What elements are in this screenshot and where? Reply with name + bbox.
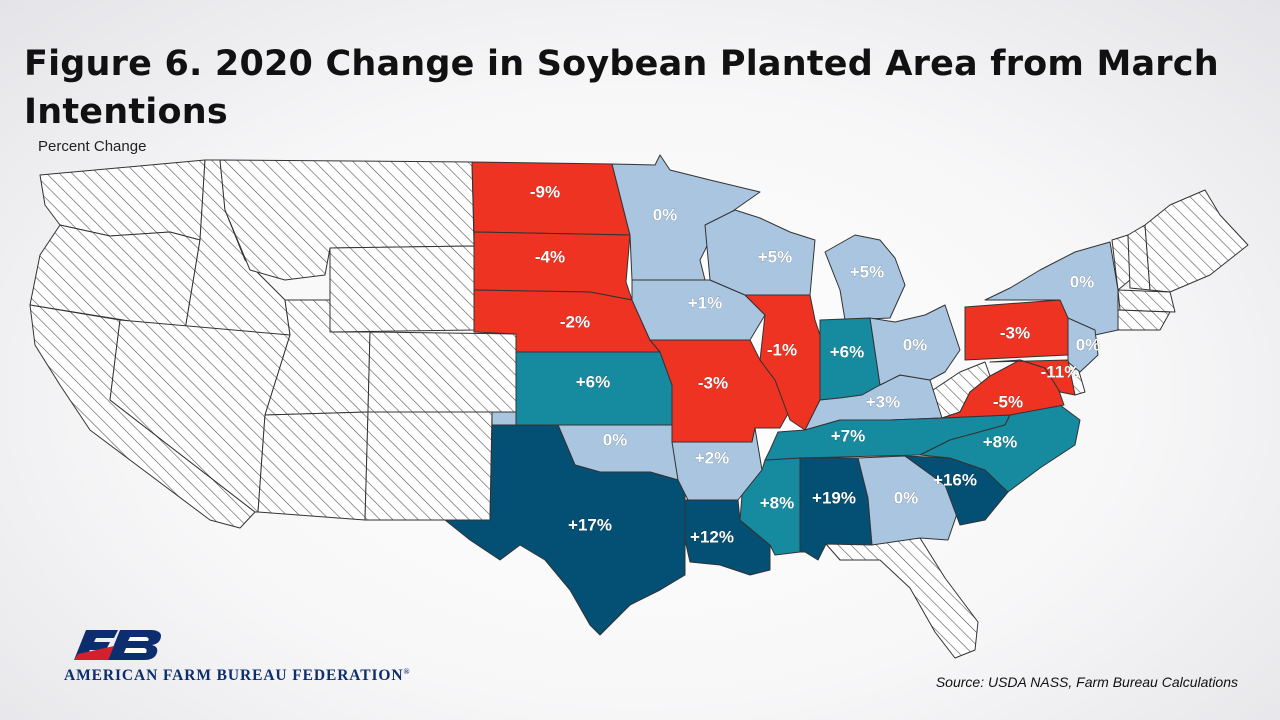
state-label-in: +6%: [830, 343, 865, 362]
state-label-ms: +8%: [760, 494, 795, 513]
state-label-oh: 0%: [903, 336, 928, 355]
state-label-mo: -3%: [698, 374, 728, 393]
state-label-mi: +5%: [850, 263, 885, 282]
state-label-va: -5%: [993, 393, 1023, 412]
state-mo: [649, 339, 791, 443]
fb-logo-icon: [74, 630, 161, 660]
state-label-ne: -2%: [560, 313, 590, 332]
state-tx: [419, 424, 686, 636]
state-al: [799, 457, 873, 561]
state-mi: [824, 234, 906, 321]
state-wyoming: [329, 245, 475, 333]
state-la: [684, 499, 771, 576]
state-florida: [825, 537, 979, 659]
state-label-la: +12%: [690, 528, 734, 547]
state-label-sc: +16%: [933, 471, 977, 490]
afbf-logo: AMERICAN FARM BUREAU FEDERATION®: [64, 628, 464, 688]
state-label-md: -11%: [1041, 363, 1080, 382]
state-label-ok: 0%: [603, 431, 628, 450]
state-maine: [1144, 189, 1249, 293]
state-label-wi: +5%: [758, 248, 793, 267]
state-label-il: -1%: [767, 341, 797, 360]
state-massachusetts: [1117, 289, 1176, 313]
logo-registered: ®: [403, 667, 411, 676]
state-ct-ri: [1117, 309, 1171, 331]
state-label-ks: +6%: [576, 373, 611, 392]
state-label-ky: +3%: [866, 393, 901, 412]
state-ny: [984, 241, 1119, 336]
state-label-pa: -3%: [1000, 324, 1030, 343]
state-wi: [704, 209, 816, 301]
state-nc: [919, 404, 1081, 493]
state-arizona: [257, 411, 369, 521]
chart-title: Figure 6. 2020 Change in Soybean Planted…: [24, 44, 1219, 132]
state-label-ia: +1%: [688, 294, 723, 313]
state-label-ga: 0%: [894, 489, 919, 508]
source-note: Source: USDA NASS, Farm Bureau Calculati…: [935, 674, 1238, 690]
state-label-tx: +17%: [568, 516, 612, 535]
state-md: [989, 359, 1076, 396]
state-label-ny: 0%: [1070, 273, 1095, 292]
state-label-mn: 0%: [653, 206, 678, 225]
state-label-nd: -9%: [530, 183, 560, 202]
state-oh: [869, 304, 961, 386]
state-label-nc: +8%: [983, 433, 1018, 452]
state-label-nj: 0%: [1076, 336, 1101, 355]
state-label-tn: +7%: [831, 427, 866, 446]
logo-wordmark: AMERICAN FARM BUREAU FEDERATION: [64, 667, 404, 685]
state-label-ar: +2%: [695, 449, 730, 468]
legend-caption: Percent Change: [38, 138, 147, 155]
state-mn: [611, 154, 761, 281]
state-new-mexico: [364, 411, 493, 521]
state-label-sd: -4%: [535, 248, 565, 267]
state-nj: [1067, 317, 1099, 373]
state-colorado: [367, 331, 517, 413]
state-label-al: +19%: [812, 489, 856, 508]
